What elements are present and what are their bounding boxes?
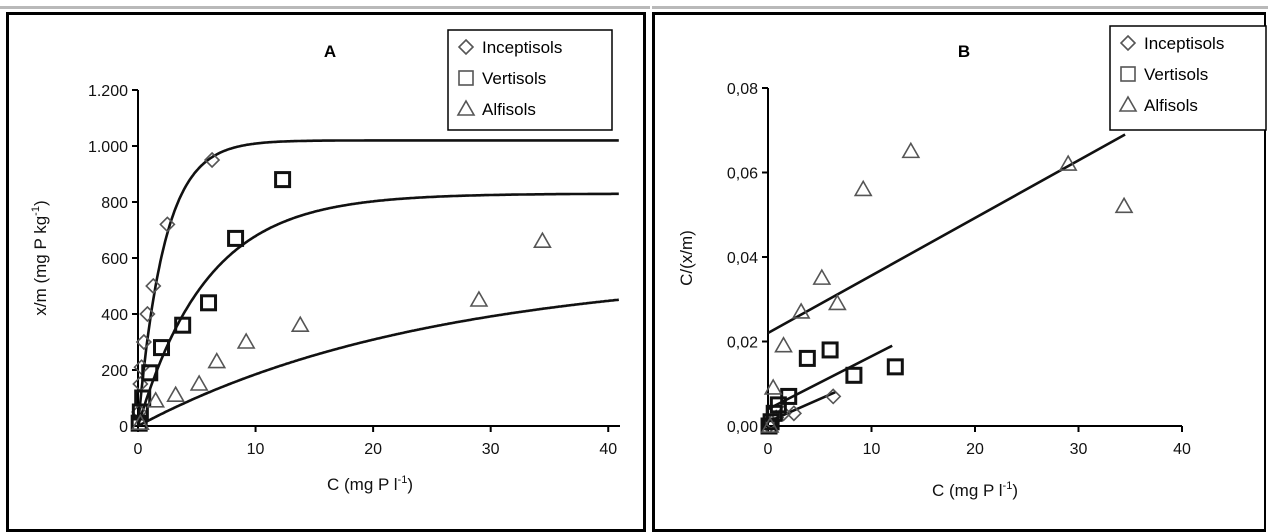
data-point-alfisols xyxy=(1058,154,1078,171)
top-rule-right xyxy=(652,6,1268,9)
data-point-vertisols xyxy=(153,339,171,357)
data-point-vertisols xyxy=(134,389,152,407)
legend-label: Vertisols xyxy=(482,69,546,88)
fit-line-vertisols xyxy=(767,344,893,411)
x-tick-label: 0 xyxy=(764,441,773,458)
data-point-alfisols xyxy=(207,351,227,369)
chart-a: 0 200 400 600 800 1.000 1.200 0 10 20 30 40 A C (mg P… xyxy=(30,29,620,494)
legend-box xyxy=(1109,25,1267,131)
data-point-alfisols xyxy=(812,268,832,285)
x-tick-label: 20 xyxy=(364,441,382,458)
y-tick-label: 200 xyxy=(101,363,128,380)
x-axis-label: C (mg P l-1) xyxy=(327,474,413,494)
y-tick-label: 0,06 xyxy=(727,166,758,183)
data-point-alfisols xyxy=(853,179,873,197)
x-tick-label: 0 xyxy=(134,441,143,458)
data-point-alfisols xyxy=(827,293,847,311)
data-point-alfisols xyxy=(290,315,310,333)
legend-label: Inceptisols xyxy=(1144,34,1224,53)
top-rule-left xyxy=(0,6,650,9)
data-point-alfisols xyxy=(166,385,185,403)
y-tick-label: 400 xyxy=(101,307,128,324)
fit-line-alfisols xyxy=(767,133,1126,335)
y-tick-label: 1.200 xyxy=(88,83,128,100)
data-point-vertisols xyxy=(780,387,798,405)
data-point-alfisols xyxy=(760,416,780,433)
data-point-alfisols xyxy=(189,374,209,391)
data-point-alfisols xyxy=(901,141,921,159)
data-point-vertisols xyxy=(227,229,245,247)
data-point-inceptisols xyxy=(145,277,162,295)
data-point-vertisols xyxy=(821,341,839,359)
legend-label: Inceptisols xyxy=(482,38,562,57)
legend-marker-inceptisols xyxy=(457,38,475,56)
x-tick-label: 40 xyxy=(599,441,617,458)
y-tick-label: 0,00 xyxy=(727,419,758,436)
data-point-inceptisols xyxy=(159,216,176,233)
y-tick-label: 0,08 xyxy=(727,81,758,98)
data-point-alfisols xyxy=(791,302,811,319)
chart-title: B xyxy=(958,42,970,61)
data-point-vertisols xyxy=(174,316,192,334)
data-point-alfisols xyxy=(236,332,256,349)
data-point-alfisols xyxy=(130,413,150,431)
legend-marker-alfisols xyxy=(456,99,476,116)
y-tick-label: 1.000 xyxy=(88,139,128,156)
data-point-inceptisols xyxy=(825,388,842,405)
y-tick-label: 0 xyxy=(119,419,128,436)
legend-marker-inceptisols xyxy=(1119,34,1137,52)
y-tick-label: 0,04 xyxy=(727,250,758,267)
x-tick-label: 20 xyxy=(966,441,984,458)
chart-title: A xyxy=(324,42,336,61)
legend-label: Vertisols xyxy=(1144,65,1208,84)
y-axis-label: x/m (mg P kg-1) xyxy=(30,200,50,315)
data-point-alfisols xyxy=(533,231,552,248)
data-point-alfisols xyxy=(146,391,166,408)
chart-panel-a xyxy=(6,12,646,532)
data-point-alfisols xyxy=(1114,196,1134,214)
data-point-inceptisols xyxy=(785,405,803,422)
data-point-inceptisols xyxy=(203,151,221,169)
data-point-vertisols xyxy=(845,366,863,384)
chart-b: 0,00 0,02 0,04 0,06 0,08 0 10 20 30 40 B C (mg P l-… xyxy=(677,25,1267,500)
fit-line-inceptisols xyxy=(136,139,619,427)
data-point-alfisols xyxy=(774,336,793,353)
fit-line-alfisols xyxy=(137,298,620,428)
data-point-inceptisols xyxy=(139,305,156,323)
data-point-alfisols xyxy=(469,290,489,307)
legend-marker-vertisols xyxy=(458,70,474,86)
data-point-vertisols xyxy=(798,349,816,367)
data-point-alfisols xyxy=(763,378,783,395)
fit-line-vertisols xyxy=(136,192,619,427)
data-point-vertisols xyxy=(141,364,159,382)
data-point-vertisols xyxy=(200,294,218,312)
x-tick-label: 30 xyxy=(482,441,500,458)
y-tick-label: 800 xyxy=(101,195,128,212)
y-axis-label: C/(x/m) xyxy=(677,230,696,286)
legend-label: Alfisols xyxy=(1144,96,1198,115)
data-point-vertisols xyxy=(886,358,904,376)
y-tick-label: 600 xyxy=(101,251,128,268)
x-axis-label: C (mg P l-1) xyxy=(932,480,1018,500)
x-tick-label: 10 xyxy=(863,441,881,458)
legend: Inceptisols Vertisols Alfisols xyxy=(447,29,613,131)
legend: Inceptisols Vertisols Alfisols xyxy=(1109,25,1267,131)
data-point-inceptisols xyxy=(135,333,153,351)
legend-box xyxy=(447,29,613,131)
x-tick-label: 10 xyxy=(247,441,265,458)
y-tick-label: 0,02 xyxy=(727,335,758,352)
legend-label: Alfisols xyxy=(482,100,536,119)
x-tick-label: 30 xyxy=(1070,441,1088,458)
legend-marker-vertisols xyxy=(1120,66,1136,82)
data-point-vertisols xyxy=(274,171,292,189)
x-tick-label: 40 xyxy=(1173,441,1191,458)
legend-marker-alfisols xyxy=(1118,95,1138,112)
